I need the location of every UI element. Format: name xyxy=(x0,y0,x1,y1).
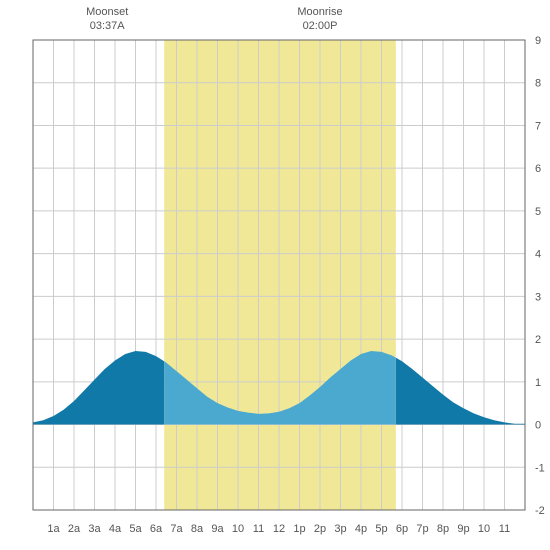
y-tick-label: 3 xyxy=(535,291,541,303)
y-tick-label: -2 xyxy=(535,505,545,517)
x-tick-label: 11 xyxy=(253,523,264,535)
x-tick-label: 2a xyxy=(68,523,81,535)
x-tick-label: 3p xyxy=(334,523,346,535)
moonrise-label: Moonrise 02:00P xyxy=(285,5,355,34)
x-tick-label: 12 xyxy=(273,523,285,535)
y-tick-label: 9 xyxy=(535,35,541,47)
moonset-time: 03:37A xyxy=(90,20,125,32)
y-tick-label: 0 xyxy=(535,420,541,432)
y-tick-label: -1 xyxy=(535,462,545,474)
y-tick-label: 5 xyxy=(535,206,541,218)
y-tick-label: 1 xyxy=(535,377,541,389)
y-tick-label: 6 xyxy=(535,163,541,175)
moonset-label: Moonset 03:37A xyxy=(72,5,142,34)
x-tick-label: 8p xyxy=(437,523,449,535)
x-tick-label: 5a xyxy=(129,523,142,535)
x-tick-label: 8a xyxy=(191,523,204,535)
x-tick-label: 4p xyxy=(355,523,367,535)
y-tick-label: 7 xyxy=(535,120,541,132)
y-tick-label: 2 xyxy=(535,334,541,346)
x-tick-label: 9a xyxy=(211,523,224,535)
x-tick-label: 10 xyxy=(232,523,244,535)
x-tick-label: 9p xyxy=(457,523,469,535)
x-tick-label: 4a xyxy=(109,523,122,535)
moonrise-title: Moonrise xyxy=(297,6,342,18)
x-tick-label: 6p xyxy=(396,523,408,535)
x-tick-label: 5p xyxy=(375,523,387,535)
x-tick-label: 10 xyxy=(478,523,490,535)
x-tick-label: 7p xyxy=(416,523,428,535)
x-tick-label: 2p xyxy=(314,523,326,535)
x-tick-label: 7a xyxy=(170,523,183,535)
moonset-title: Moonset xyxy=(86,6,128,18)
y-tick-label: 8 xyxy=(535,78,541,90)
moonrise-time: 02:00P xyxy=(303,20,338,32)
x-tick-label: 1a xyxy=(47,523,60,535)
x-tick-label: 11 xyxy=(499,523,510,535)
chart-svg: 1a2a3a4a5a6a7a8a9a1011121p2p3p4p5p6p7p8p… xyxy=(0,0,550,550)
x-tick-label: 6a xyxy=(150,523,163,535)
x-tick-label: 1p xyxy=(293,523,305,535)
x-tick-label: 3a xyxy=(88,523,101,535)
y-tick-label: 4 xyxy=(535,249,541,261)
tide-chart: Moonset 03:37A Moonrise 02:00P 1a 2a 3a 4a 5… xyxy=(0,0,550,550)
